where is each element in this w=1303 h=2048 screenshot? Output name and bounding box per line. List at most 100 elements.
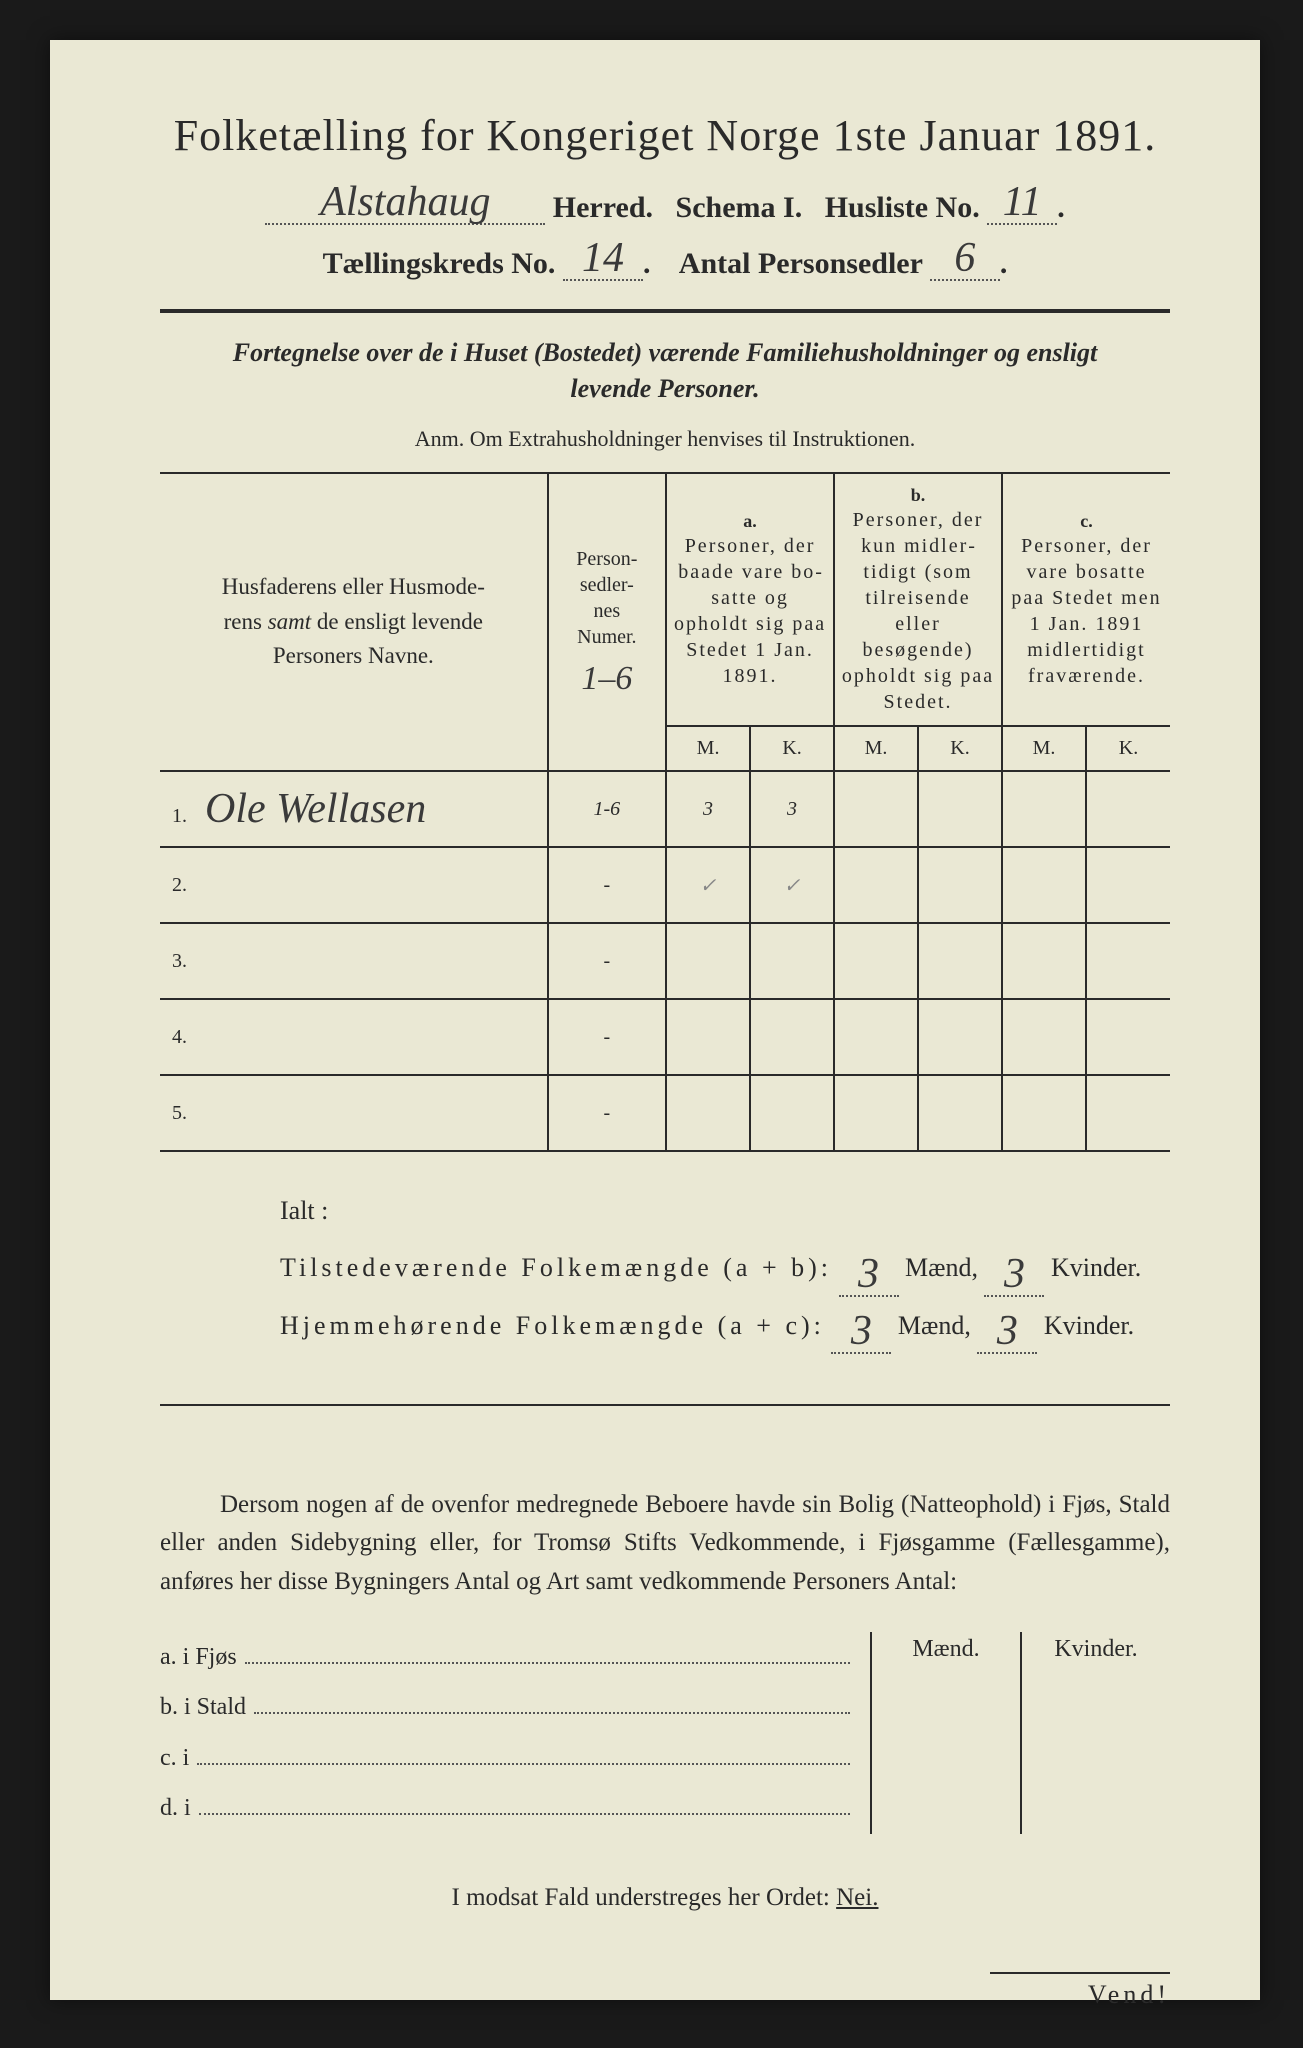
- th-cM: M.: [1002, 726, 1086, 771]
- cell: [1086, 1075, 1170, 1151]
- cell: [918, 999, 1002, 1075]
- sb-row: b. i Stald: [160, 1682, 850, 1732]
- husliste-label: Husliste No.: [825, 191, 980, 224]
- th-c-text: Personer, der vare bosatte paa Stedet me…: [1009, 533, 1164, 689]
- table-row: 4. -: [160, 999, 1170, 1075]
- cell: [1086, 923, 1170, 999]
- husliste-no: 11: [987, 181, 1057, 225]
- kreds-no: 14: [563, 237, 643, 281]
- sb-label: c. i: [160, 1733, 189, 1783]
- maend-label: Mænd,: [898, 1311, 971, 1340]
- dots: [199, 1791, 850, 1815]
- th-group-c: c. Personer, der vare bosatte paa Stedet…: [1002, 473, 1170, 726]
- herred-value: Alstahaug: [265, 181, 545, 225]
- divider: [160, 309, 1170, 313]
- th-aK: K.: [750, 726, 834, 771]
- cell: 3: [750, 771, 834, 847]
- row-num: 5.: [172, 1102, 200, 1125]
- sb-label: a. i Fjøs: [160, 1632, 237, 1682]
- th-num-l4: Numer.: [577, 626, 636, 648]
- cell: -: [548, 1075, 666, 1151]
- th-cK: K.: [1086, 726, 1170, 771]
- nei-word: Nei.: [836, 1884, 878, 1911]
- summary-block: Ialt : Tilstedeværende Folkemængde (a + …: [160, 1182, 1170, 1354]
- th-name-l2b: samt: [268, 609, 311, 634]
- sb-kvinder-col: Kvinder.: [1022, 1632, 1170, 1834]
- th-name-l3: Personers Navne.: [273, 643, 434, 668]
- cell: [666, 923, 750, 999]
- cell: [1086, 771, 1170, 847]
- table-row: 2. - ✓ ✓: [160, 847, 1170, 923]
- schema-label: Schema I.: [676, 191, 803, 224]
- th-a-text: Personer, der baade vare bo­satte og oph…: [673, 533, 827, 689]
- sedler-no: 6: [930, 237, 1000, 281]
- cell: [1002, 1075, 1086, 1151]
- sb-left: a. i Fjøs b. i Stald c. i d. i: [160, 1632, 870, 1834]
- th-num-l1: Person-: [576, 548, 637, 570]
- sum1-k: 3: [984, 1253, 1044, 1297]
- household-table: Husfaderens eller Husmode- rens samt de …: [160, 472, 1170, 1152]
- cell: 1-6: [548, 771, 666, 847]
- anm-note: Anm. Om Extrahusholdninger henvises til …: [160, 426, 1170, 452]
- cell: -: [548, 999, 666, 1075]
- subtitle: Fortegnelse over de i Huset (Bostedet) v…: [160, 335, 1170, 408]
- cell: [1086, 999, 1170, 1075]
- dots: [245, 1640, 850, 1664]
- maend-label: Mænd,: [905, 1253, 978, 1282]
- sum2-k: 3: [977, 1310, 1037, 1354]
- sedler-label: Antal Personsedler: [679, 247, 923, 280]
- cell: -: [548, 847, 666, 923]
- sb-row: c. i: [160, 1733, 850, 1783]
- summary-line-2: Hjemmehørende Folkemængde (a + c): 3 Mæn…: [280, 1297, 1170, 1354]
- sb-label: d. i: [160, 1783, 191, 1833]
- th-bM: M.: [834, 726, 918, 771]
- subtitle-l1: Fortegnelse over de i Huset (Bostedet) v…: [233, 338, 1098, 367]
- sb-row: d. i: [160, 1783, 850, 1833]
- cell: [834, 1075, 918, 1151]
- census-form-page: Folketælling for Kongeriget Norge 1ste J…: [50, 40, 1260, 2000]
- cell: [834, 847, 918, 923]
- kvinder-label: Kvinder.: [1044, 1311, 1134, 1340]
- sum1-m: 3: [839, 1253, 899, 1297]
- sb-row: a. i Fjøs: [160, 1632, 850, 1682]
- nei-line: I modsat Fald understreges her Ordet: Ne…: [160, 1884, 1170, 1912]
- th-bK: K.: [918, 726, 1002, 771]
- cell: [834, 771, 918, 847]
- cell: [666, 999, 750, 1075]
- row-num: 4.: [172, 1026, 200, 1049]
- th-name-l1: Husfaderens eller Husmode-: [222, 574, 485, 599]
- row-name: Ole Wellasen: [205, 785, 426, 833]
- th-group-a: a. Personer, der baade vare bo­satte og …: [666, 473, 834, 726]
- vend-label: Vend!: [990, 1972, 1170, 2010]
- cell: ✓: [750, 847, 834, 923]
- cell: [666, 1075, 750, 1151]
- cell: [918, 923, 1002, 999]
- cell: [1002, 771, 1086, 847]
- cell: [750, 999, 834, 1075]
- th-a-letter: a.: [673, 510, 827, 533]
- table-row: 1. Ole Wellasen 1-6 3 3: [160, 771, 1170, 847]
- th-num-hw: 1–6: [555, 660, 659, 698]
- summary-line-1: Tilstedeværende Folkemængde (a + b): 3 M…: [280, 1239, 1170, 1296]
- cell: -: [548, 923, 666, 999]
- cell: [1002, 923, 1086, 999]
- cell: [1086, 847, 1170, 923]
- table-row: 3. -: [160, 923, 1170, 999]
- sb-maend-col: Mænd.: [872, 1632, 1022, 1834]
- th-aM: M.: [666, 726, 750, 771]
- cell: 3: [666, 771, 750, 847]
- cell: ✓: [666, 847, 750, 923]
- th-name: Husfaderens eller Husmode- rens samt de …: [160, 473, 548, 771]
- th-group-b: b. Personer, der kun midler­tidigt (som …: [834, 473, 1002, 726]
- cell: [918, 1075, 1002, 1151]
- side-building-paragraph: Dersom nogen af de ovenfor medregnede Be…: [160, 1486, 1170, 1602]
- table-row: 5. -: [160, 1075, 1170, 1151]
- th-b-letter: b.: [841, 484, 995, 507]
- cell: [750, 923, 834, 999]
- nei-pre: I modsat Fald understreges her Ordet:: [452, 1884, 837, 1911]
- sum1-label: Tilstedeværende Folkemængde (a + b):: [280, 1253, 832, 1282]
- th-name-l2c: de ensligt levende: [317, 609, 483, 634]
- row-num: 3.: [172, 950, 200, 973]
- cell: [1002, 999, 1086, 1075]
- sum2-m: 3: [831, 1310, 891, 1354]
